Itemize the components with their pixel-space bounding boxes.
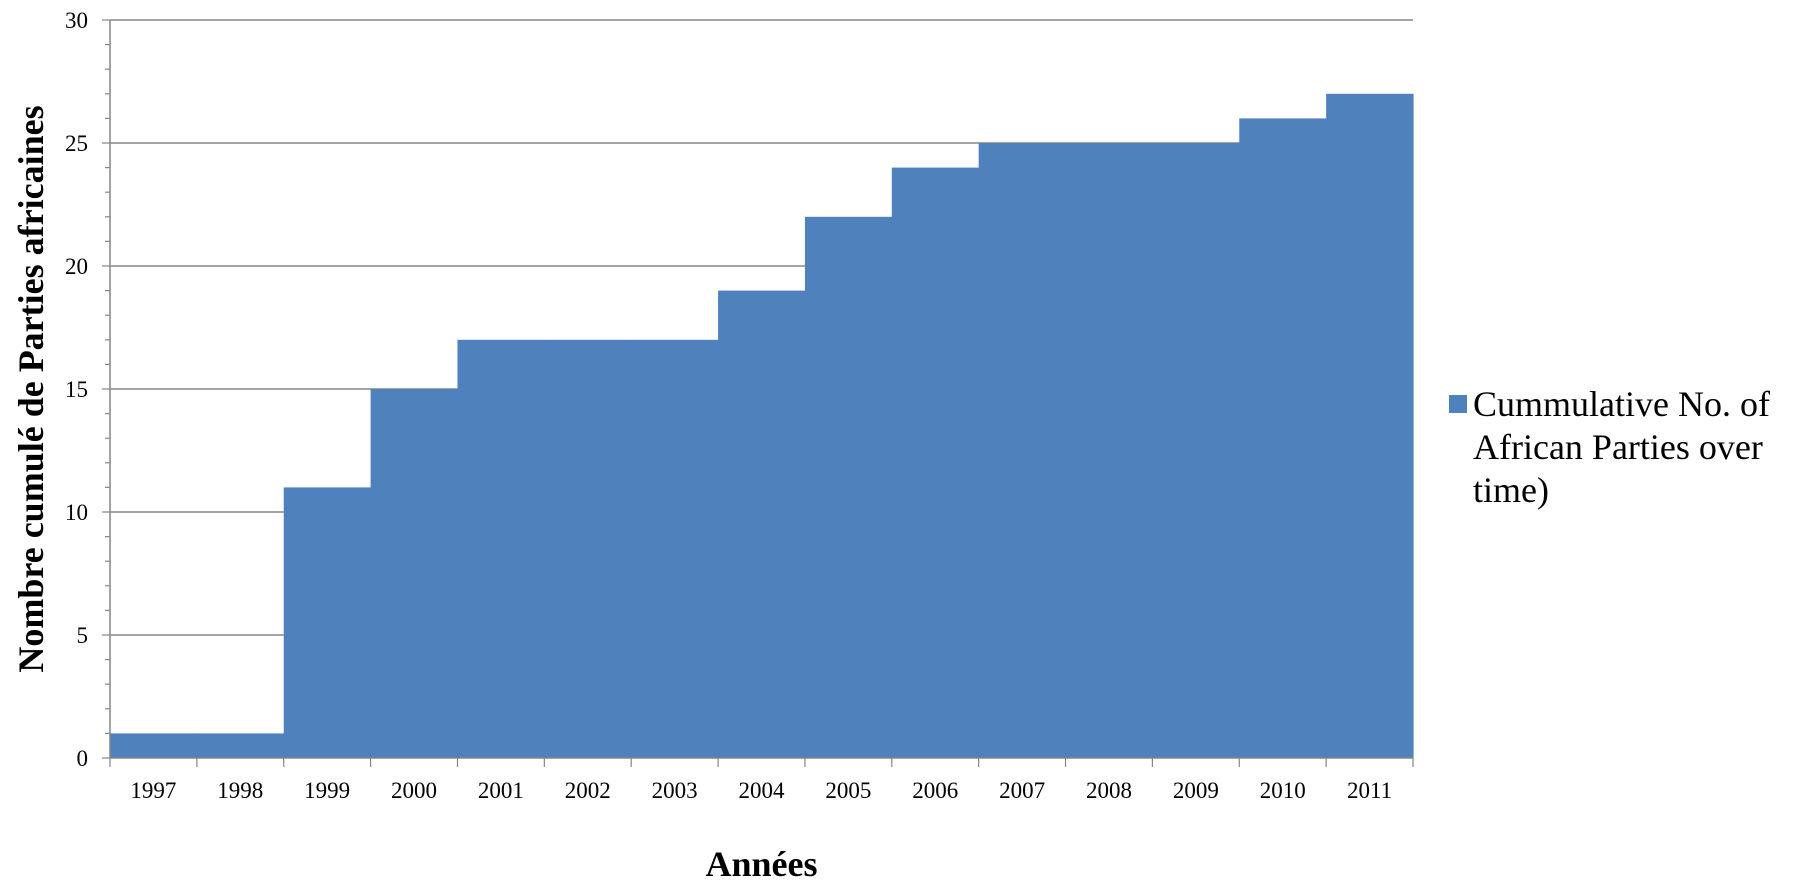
area-step-2010	[1239, 118, 1327, 758]
x-tick-label: 2011	[1347, 778, 1392, 803]
x-tick-label: 2000	[391, 778, 437, 803]
y-tick-label: 30	[65, 8, 88, 33]
area-step-2007	[978, 143, 1067, 758]
area-step-1998	[196, 733, 285, 758]
x-tick-label: 1999	[304, 778, 350, 803]
y-tick-label: 10	[65, 500, 88, 525]
x-tick-label: 1998	[217, 778, 263, 803]
x-tick-label: 2001	[478, 778, 524, 803]
area-step-2000	[370, 389, 459, 758]
y-tick-layer: 0 5 10 15 20 25 30	[65, 8, 110, 771]
x-tick-label: 2003	[652, 778, 698, 803]
x-tick-label: 2007	[999, 778, 1045, 803]
area-step-2009	[1152, 143, 1240, 758]
x-tick-label: 2010	[1260, 778, 1306, 803]
area-step-2006	[891, 167, 980, 759]
area-step-2002	[544, 339, 632, 758]
area-layer	[110, 93, 1414, 759]
y-tick-label: 5	[77, 623, 89, 648]
area-step-2008	[1065, 143, 1153, 758]
x-tick-label: 2004	[739, 778, 786, 803]
area-step-2004	[718, 290, 806, 758]
y-tick-label: 25	[65, 131, 88, 156]
x-tick-label: 2008	[1086, 778, 1132, 803]
y-tick-label: 0	[77, 746, 89, 771]
area-step-2011	[1326, 93, 1414, 759]
area-step-1999	[283, 487, 372, 758]
area-step-2003	[631, 339, 719, 758]
area-step-1997	[110, 733, 198, 758]
y-axis-title: Nombre cumulé de Parties africaines	[11, 105, 51, 672]
y-tick-label: 15	[65, 377, 88, 402]
x-tick-label: 1997	[130, 778, 176, 803]
legend: Cummulative No. of African Parties over …	[1449, 383, 1803, 512]
legend-label: Cummulative No. of African Parties over …	[1473, 384, 1770, 510]
x-tick-label: 2002	[565, 778, 611, 803]
x-tick-label: 2005	[825, 778, 871, 803]
x-axis-title: Années	[705, 844, 817, 877]
x-tick-label: 2006	[912, 778, 958, 803]
x-tick-layer: 1997 1998 1999 2000 2001 2002 2003 2004 2005 2006…	[109, 758, 1414, 803]
area-step-2001	[457, 339, 545, 758]
area-step-2005	[804, 216, 893, 759]
legend-swatch	[1449, 395, 1467, 413]
y-tick-label: 20	[65, 254, 88, 279]
x-tick-label: 2009	[1173, 778, 1219, 803]
